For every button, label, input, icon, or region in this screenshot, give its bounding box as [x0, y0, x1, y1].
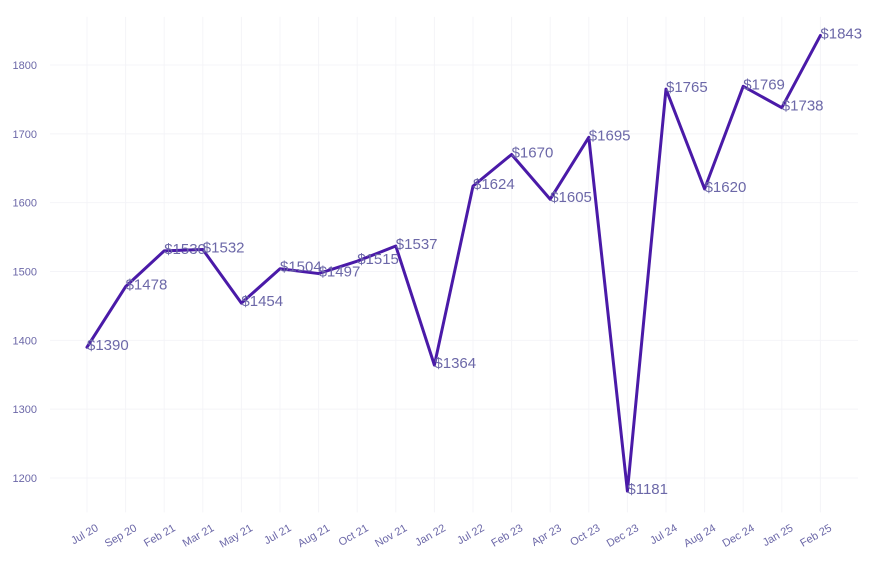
x-tick-label: Dec 24 — [721, 522, 757, 550]
x-tick-label: Aug 24 — [682, 522, 718, 550]
y-axis: 1200 1300 1400 1500 1600 1700 1800 — [13, 60, 37, 485]
x-tick-label: Jul 22 — [455, 522, 486, 547]
y-tick-label: 1300 — [13, 404, 37, 416]
x-tick-label: Oct 23 — [568, 522, 602, 549]
series — [85, 33, 822, 493]
data-label: $1515 — [357, 251, 399, 268]
x-tick-label: Feb 23 — [489, 522, 525, 550]
x-tick-label: Dec 23 — [605, 522, 641, 550]
x-tick-label: Mar 21 — [181, 522, 217, 550]
x-tick-label: Feb 21 — [142, 522, 178, 550]
data-labels: $1390 $1478 $1530$1532 $1454 $1504$1497$1515… — [87, 25, 862, 498]
x-tick-label: May 21 — [218, 522, 255, 550]
y-tick-label: 1700 — [13, 129, 37, 141]
grid — [50, 16, 858, 513]
x-tick-label: Oct 21 — [337, 522, 371, 549]
y-tick-label: 1800 — [13, 60, 37, 72]
x-tick-label: Feb 25 — [798, 522, 834, 550]
y-tick-label: 1400 — [13, 335, 37, 347]
x-tick-label: Sep 20 — [103, 522, 139, 550]
data-label: $1769 — [743, 76, 785, 93]
data-label: $1843 — [820, 25, 862, 42]
data-label: $1738 — [782, 98, 824, 115]
x-tick-label: Aug 21 — [296, 522, 332, 550]
x-tick-label: Jul 24 — [648, 522, 679, 547]
x-tick-label: Jul 20 — [69, 522, 100, 547]
x-axis: Jul 20 Sep 20 Feb 21 Mar 21 May 21 Jul 21 Aug … — [69, 522, 834, 550]
data-label: $1497 — [319, 264, 361, 281]
data-label: $1605 — [550, 189, 592, 206]
data-label: $1181 — [627, 481, 668, 498]
data-label: $1765 — [666, 79, 708, 96]
data-label: $1624 — [473, 176, 515, 193]
x-tick-label: Jul 21 — [262, 522, 293, 547]
data-label: $1478 — [126, 277, 168, 294]
y-tick-label: 1500 — [13, 267, 37, 279]
y-tick-label: 1600 — [13, 198, 37, 210]
series-line — [85, 33, 822, 493]
data-label: $1454 — [241, 293, 283, 310]
x-tick-label: Apr 23 — [530, 522, 564, 549]
data-label: $1532 — [203, 239, 245, 256]
data-label: $1504 — [280, 259, 322, 276]
data-label: $1537 — [396, 236, 438, 253]
x-tick-label: Jan 25 — [761, 522, 796, 549]
x-tick-label: Nov 21 — [373, 522, 409, 550]
x-tick-label: Jan 22 — [413, 522, 448, 549]
data-label: $1390 — [87, 337, 129, 354]
data-label: $1620 — [705, 179, 747, 196]
data-label: $1695 — [589, 127, 631, 144]
data-label: $1670 — [512, 144, 554, 161]
y-tick-label: 1200 — [13, 473, 37, 485]
data-label: $1530 — [164, 241, 206, 258]
data-label: $1364 — [434, 355, 476, 372]
